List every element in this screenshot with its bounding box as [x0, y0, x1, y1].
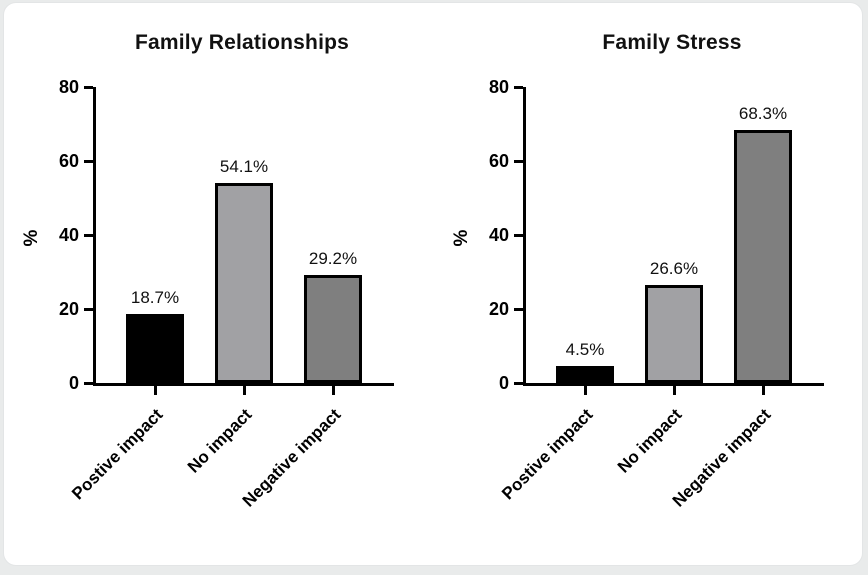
y-axis-tick: [84, 159, 93, 163]
x-axis-tick: [672, 386, 676, 395]
bar-postive-impact: [126, 313, 184, 383]
bar-no-impact: [645, 284, 703, 383]
y-axis-tick: [84, 85, 93, 89]
y-axis-tick-label: 80: [488, 77, 509, 97]
y-axis-tick-label: 80: [58, 77, 79, 97]
bar-value-label: 29.2%: [308, 248, 358, 268]
bar-value-label: 26.6%: [649, 258, 699, 278]
bar-value-label: 68.3%: [738, 104, 788, 124]
y-axis-tick-label: 0: [68, 373, 79, 393]
x-axis-category-label: No impact: [613, 405, 686, 477]
bar-value-label: 4.5%: [565, 340, 605, 360]
x-axis-category-label: Postive impact: [68, 405, 167, 504]
y-axis-tick-label: 20: [58, 299, 79, 319]
x-axis-category-label: Postive impact: [498, 405, 597, 504]
y-axis-tick-label: 40: [58, 225, 79, 245]
y-axis-tick: [514, 85, 523, 89]
y-axis-tick: [84, 381, 93, 385]
x-axis-category-label: Negative impact: [238, 405, 345, 511]
chart-family-relationships: Family Relationships % 0 20 40 60 80 18.7% Pos…: [4, 3, 434, 563]
x-axis-tick: [761, 386, 765, 395]
bar-negative-impact: [734, 130, 792, 383]
y-axis-tick-label: 0: [498, 373, 509, 393]
x-axis-category-label: No impact: [183, 405, 256, 477]
y-axis-tick: [514, 233, 523, 237]
y-axis-tick: [84, 307, 93, 311]
bar-value-label: 18.7%: [130, 287, 180, 307]
bar-value-label: 54.1%: [219, 156, 269, 176]
chart-title: Family Relationships: [134, 31, 350, 54]
x-axis-tick: [331, 386, 335, 395]
x-axis-tick: [583, 386, 587, 395]
x-axis-tick: [153, 386, 157, 395]
bar-no-impact: [215, 182, 273, 383]
chart-title: Family Stress: [602, 31, 742, 54]
y-axis-tick: [514, 159, 523, 163]
y-axis-tick: [514, 381, 523, 385]
y-axis-tick: [514, 307, 523, 311]
chart-card: Family Relationships % 0 20 40 60 80 18.7% Pos…: [3, 2, 863, 566]
y-axis-tick-label: 40: [488, 225, 509, 245]
y-axis-tick: [84, 233, 93, 237]
bar-negative-impact: [304, 274, 362, 383]
y-axis-tick-label: 20: [488, 299, 509, 319]
x-axis-category-label: Negative impact: [668, 405, 775, 511]
plot-area: 0 20 40 60 80 4.5% Postive impact 26.6% No impac…: [489, 77, 824, 511]
chart-family-stress: Family Stress % 0 20 40 60 80 4.5% Postive imp…: [434, 3, 864, 563]
y-axis-tick-label: 60: [58, 151, 79, 171]
plot-area: 0 20 40 60 80 18.7% Postive impact 54.1% No impa…: [59, 77, 394, 511]
x-axis-tick: [242, 386, 246, 395]
y-axis-tick-label: 60: [488, 151, 509, 171]
bar-postive-impact: [556, 366, 614, 383]
